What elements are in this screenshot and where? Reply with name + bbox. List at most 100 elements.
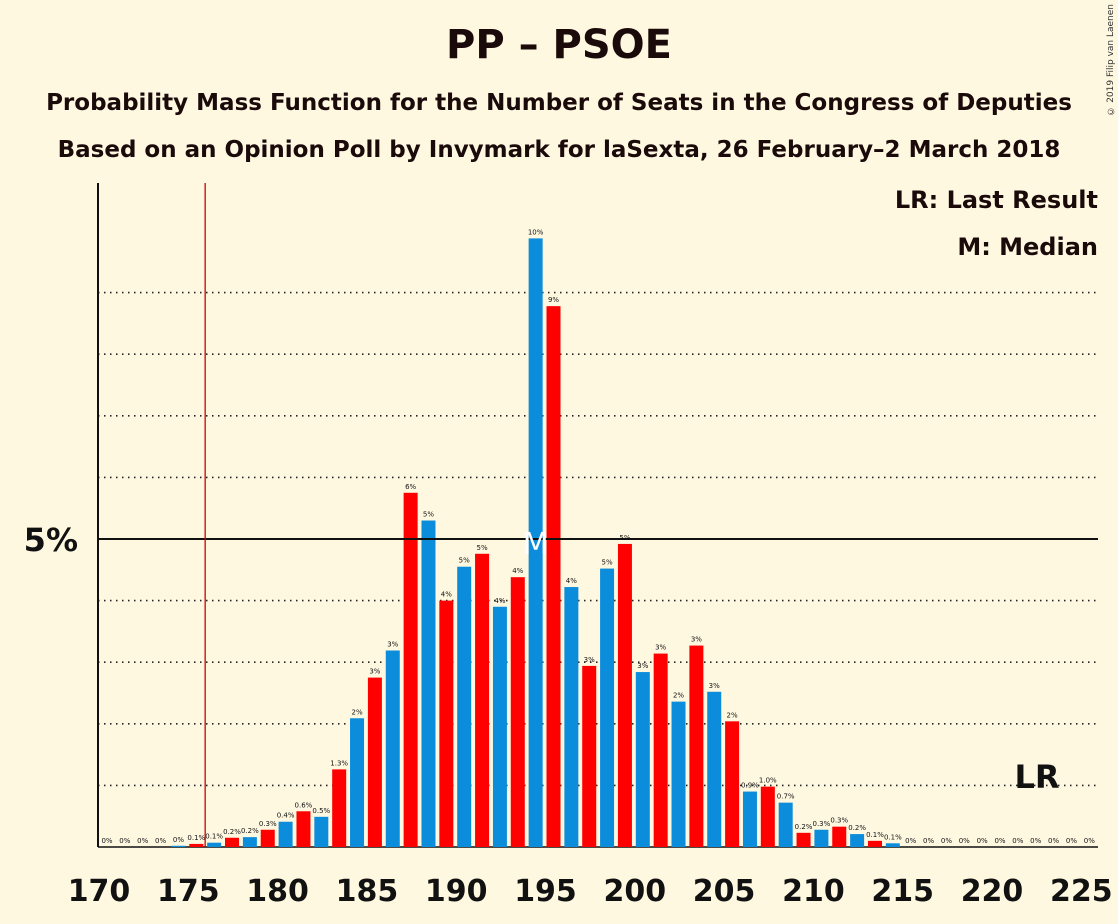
- bar-194: [528, 238, 543, 848]
- x-tick-label-225: 225: [1050, 874, 1113, 909]
- bar-label-173: 0%: [155, 837, 166, 845]
- bar-label-211: 0.3%: [830, 817, 848, 825]
- bar-213: [867, 840, 882, 847]
- bar-label-213: 0.1%: [866, 831, 884, 839]
- bar-label-170: 0%: [101, 837, 112, 845]
- bar-label-179: 0.3%: [259, 820, 277, 828]
- bar-label-202: 2%: [673, 692, 684, 700]
- bar-label-222: 0%: [1030, 837, 1041, 845]
- legend-last-result: LR: Last Result: [894, 186, 1098, 214]
- x-tick-label-220: 220: [961, 874, 1024, 909]
- bar-label-194: 10%: [528, 228, 544, 236]
- bar-label-189: 4%: [441, 591, 452, 599]
- bar-197: [582, 665, 597, 847]
- bar-212: [850, 834, 865, 847]
- bar-190: [457, 566, 472, 847]
- bar-193: [510, 577, 525, 847]
- bar-label-172: 0%: [137, 837, 148, 845]
- x-tick-label-215: 215: [871, 874, 934, 909]
- bar-label-201: 3%: [655, 644, 666, 652]
- x-tick-label-190: 190: [425, 874, 488, 909]
- bar-label-195: 9%: [548, 296, 559, 304]
- bar-label-183: 1.3%: [330, 759, 348, 767]
- bar-label-182: 0.5%: [312, 807, 330, 815]
- bar-186: [385, 650, 400, 847]
- bar-178: [242, 837, 257, 847]
- bar-label-212: 0.2%: [848, 824, 866, 832]
- last-result-label: LR: [1014, 758, 1059, 796]
- bar-label-197: 3%: [584, 656, 595, 664]
- x-tick-label-200: 200: [603, 874, 666, 909]
- bar-label-220: 0%: [994, 837, 1005, 845]
- bar-174: [171, 845, 186, 847]
- bar-label-219: 0%: [977, 837, 988, 845]
- bar-label-188: 5%: [423, 511, 434, 519]
- bar-214: [885, 843, 900, 847]
- bar-180: [278, 821, 293, 847]
- bar-label-214: 0.1%: [884, 833, 902, 841]
- chart-subtitle: Probability Mass Function for the Number…: [46, 90, 1072, 116]
- bar-label-175: 0.1%: [187, 834, 205, 842]
- bar-208: [778, 802, 793, 847]
- bar-label-200: 3%: [637, 662, 648, 670]
- x-tick-label-175: 175: [157, 874, 220, 909]
- bar-198: [600, 568, 615, 847]
- x-tick-label-210: 210: [782, 874, 845, 909]
- bar-label-217: 0%: [941, 837, 952, 845]
- bar-200: [635, 672, 650, 847]
- bar-label-178: 0.2%: [241, 827, 259, 835]
- bar-label-206: 0.9%: [741, 782, 759, 790]
- bar-label-209: 0.2%: [795, 823, 813, 831]
- bar-187: [403, 492, 418, 847]
- bar-label-185: 3%: [369, 668, 380, 676]
- bar-label-223: 0%: [1048, 837, 1059, 845]
- x-tick-label-185: 185: [336, 874, 399, 909]
- bar-199: [617, 543, 632, 847]
- bar-label-221: 0%: [1012, 837, 1023, 845]
- bar-191: [475, 553, 490, 847]
- bar-177: [225, 837, 240, 847]
- x-tick-label-205: 205: [693, 874, 756, 909]
- bar-label-186: 3%: [387, 640, 398, 648]
- bar-189: [439, 600, 454, 847]
- bar-label-210: 0.3%: [813, 820, 831, 828]
- bar-label-225: 0%: [1084, 837, 1095, 845]
- chart-title: PP – PSOE: [446, 22, 672, 68]
- bar-label-203: 3%: [691, 636, 702, 644]
- bar-label-184: 2%: [351, 708, 362, 716]
- x-tick-label-195: 195: [514, 874, 577, 909]
- bar-label-204: 3%: [709, 682, 720, 690]
- bar-207: [760, 786, 775, 847]
- bar-183: [332, 769, 347, 847]
- bar-label-208: 0.7%: [777, 793, 795, 801]
- bar-185: [367, 677, 382, 847]
- bar-label-177: 0.2%: [223, 828, 241, 836]
- bar-label-174: 0%: [173, 836, 184, 844]
- bar-label-187: 6%: [405, 483, 416, 491]
- bar-label-216: 0%: [923, 837, 934, 845]
- bar-label-215: 0%: [905, 837, 916, 845]
- bar-206: [742, 791, 757, 847]
- bar-label-196: 4%: [566, 577, 577, 585]
- bar-label-205: 2%: [727, 711, 738, 719]
- bar-label-207: 1.0%: [759, 777, 777, 785]
- legend-median: M: Median: [957, 233, 1098, 261]
- bar-label-171: 0%: [119, 837, 130, 845]
- bar-label-218: 0%: [959, 837, 970, 845]
- bar-204: [707, 691, 722, 847]
- bar-203: [689, 645, 704, 847]
- bar-205: [725, 721, 740, 847]
- bar-175: [189, 843, 204, 847]
- median-marker: M: [523, 527, 549, 562]
- bar-210: [814, 829, 829, 847]
- bar-label-224: 0%: [1066, 837, 1077, 845]
- bar-196: [564, 587, 579, 847]
- bar-label-199: 5%: [619, 534, 630, 542]
- x-tick-label-170: 170: [68, 874, 131, 909]
- y-tick-label: 5%: [24, 521, 78, 559]
- bar-209: [796, 832, 811, 847]
- bar-label-181: 0.6%: [295, 801, 313, 809]
- bar-181: [296, 811, 311, 847]
- bar-176: [207, 842, 222, 847]
